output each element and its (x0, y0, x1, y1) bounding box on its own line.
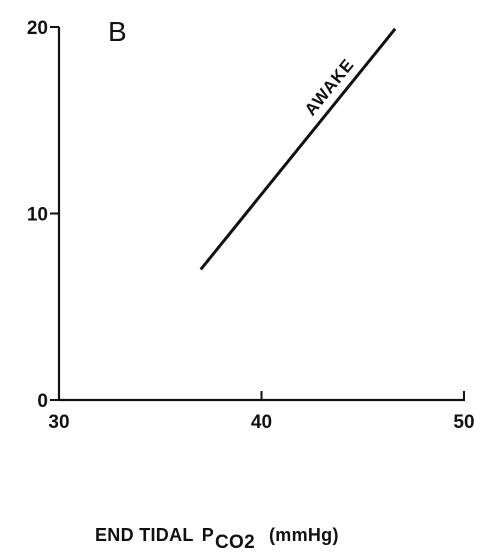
x-axis-label-units: (mmHg) (268, 525, 339, 545)
x-axis-label-subscript: CO2 (215, 532, 255, 553)
y-tick-label: 20 (27, 18, 48, 39)
x-axis-label-symbol: P (201, 525, 215, 545)
series-group: AWAKE (199, 27, 397, 271)
y-tick-label: 0 (37, 391, 48, 412)
y-ticks: 0 10 20 (27, 18, 59, 412)
x-ticks: 30 40 50 (48, 391, 475, 433)
y-tick-label: 10 (27, 205, 48, 226)
series-line-awake (199, 27, 397, 271)
x-tick-label: 30 (48, 412, 69, 433)
x-axis-label-main: END TIDAL (95, 525, 194, 545)
x-tick-label: 50 (453, 412, 474, 433)
panel-label: B (108, 16, 127, 47)
x-axis-label: END TIDAL PCO2 (mmHg) (95, 525, 435, 553)
x-tick-label: 40 (251, 412, 272, 433)
